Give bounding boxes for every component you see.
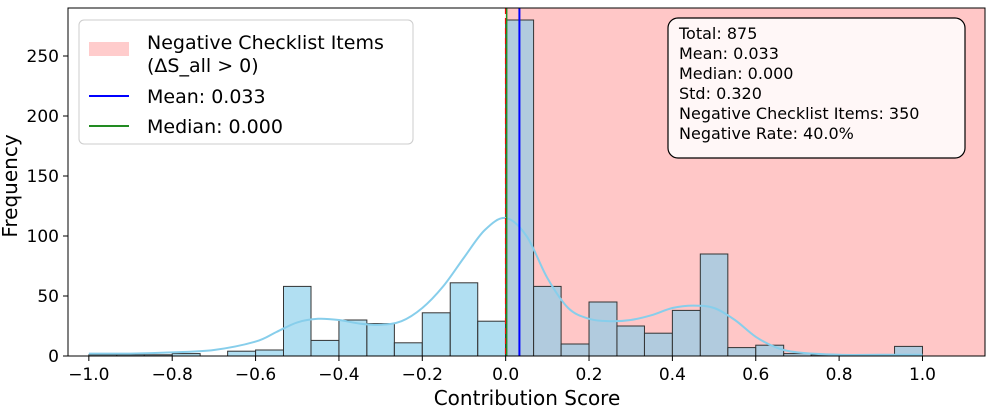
stats-median: Median: 0.000	[679, 64, 793, 83]
histogram-bar	[255, 349, 284, 357]
y-tick-label: 0	[48, 347, 59, 367]
legend-shade-swatch	[89, 42, 129, 56]
x-tick-label: −0.8	[152, 365, 193, 385]
x-axis-title: Contribution Score	[434, 386, 621, 410]
x-tick-label: −1.0	[68, 365, 109, 385]
stats-total: Total: 875	[678, 24, 757, 43]
histogram-bar	[477, 320, 507, 357]
y-axis-title: Frequency	[0, 134, 22, 237]
y-tick-label: 250	[27, 47, 59, 67]
histogram-bar	[227, 350, 257, 357]
histogram-bar	[588, 301, 618, 357]
kde-curve	[88, 216, 923, 356]
histogram-bar	[671, 309, 701, 357]
x-tick-label: 0.8	[826, 365, 853, 385]
x-tick-label: −0.4	[318, 365, 359, 385]
y-tick-label: 50	[37, 287, 59, 307]
histogram-bar	[699, 253, 729, 357]
histogram-bar	[560, 343, 590, 357]
histogram-bar	[449, 282, 479, 357]
y-tick-label: 150	[27, 167, 59, 187]
x-tick-label: −0.2	[402, 365, 443, 385]
histogram-bar	[727, 347, 757, 357]
histogram-bar	[421, 312, 451, 357]
stats-box-frame	[667, 17, 966, 159]
histogram-bar	[310, 339, 340, 357]
legend: Negative Checklist Items (ΔS_all > 0) Me…	[78, 19, 414, 145]
stats-mean: Mean: 0.033	[679, 44, 779, 63]
legend-frame	[78, 19, 414, 145]
histogram-bar	[366, 323, 395, 357]
histogram-bar	[338, 319, 368, 357]
legend-label-negative-line2: (ΔS_all > 0)	[147, 55, 259, 77]
x-tick-label: 0.0	[492, 365, 519, 385]
stats-negative-rate: Negative Rate: 40.0%	[679, 124, 854, 143]
x-tick-label: 1.0	[909, 365, 936, 385]
legend-label-negative-line1: Negative Checklist Items	[147, 32, 384, 54]
x-tick-label: 0.2	[575, 365, 602, 385]
histogram-bar	[755, 344, 785, 357]
y-tick-label: 100	[27, 227, 59, 247]
legend-label-median: Median: 0.000	[147, 116, 283, 138]
histogram-bar	[282, 285, 312, 357]
histogram-bar	[393, 342, 423, 357]
x-tick-label: −0.6	[235, 365, 276, 385]
stats-std: Std: 0.320	[679, 84, 762, 103]
stats-box: Total: 875 Mean: 0.033 Median: 0.000 Std…	[667, 17, 966, 159]
stats-negative-items: Negative Checklist Items: 350	[679, 104, 919, 123]
y-tick-label: 200	[27, 107, 59, 127]
legend-label-mean: Mean: 0.033	[147, 86, 266, 108]
histogram-bar	[533, 285, 562, 357]
histogram-bar	[616, 325, 645, 357]
axes-frame	[67, 7, 986, 357]
x-tick-label: 0.6	[742, 365, 769, 385]
x-tick-label: 0.4	[659, 365, 686, 385]
histogram-bar	[643, 332, 673, 357]
